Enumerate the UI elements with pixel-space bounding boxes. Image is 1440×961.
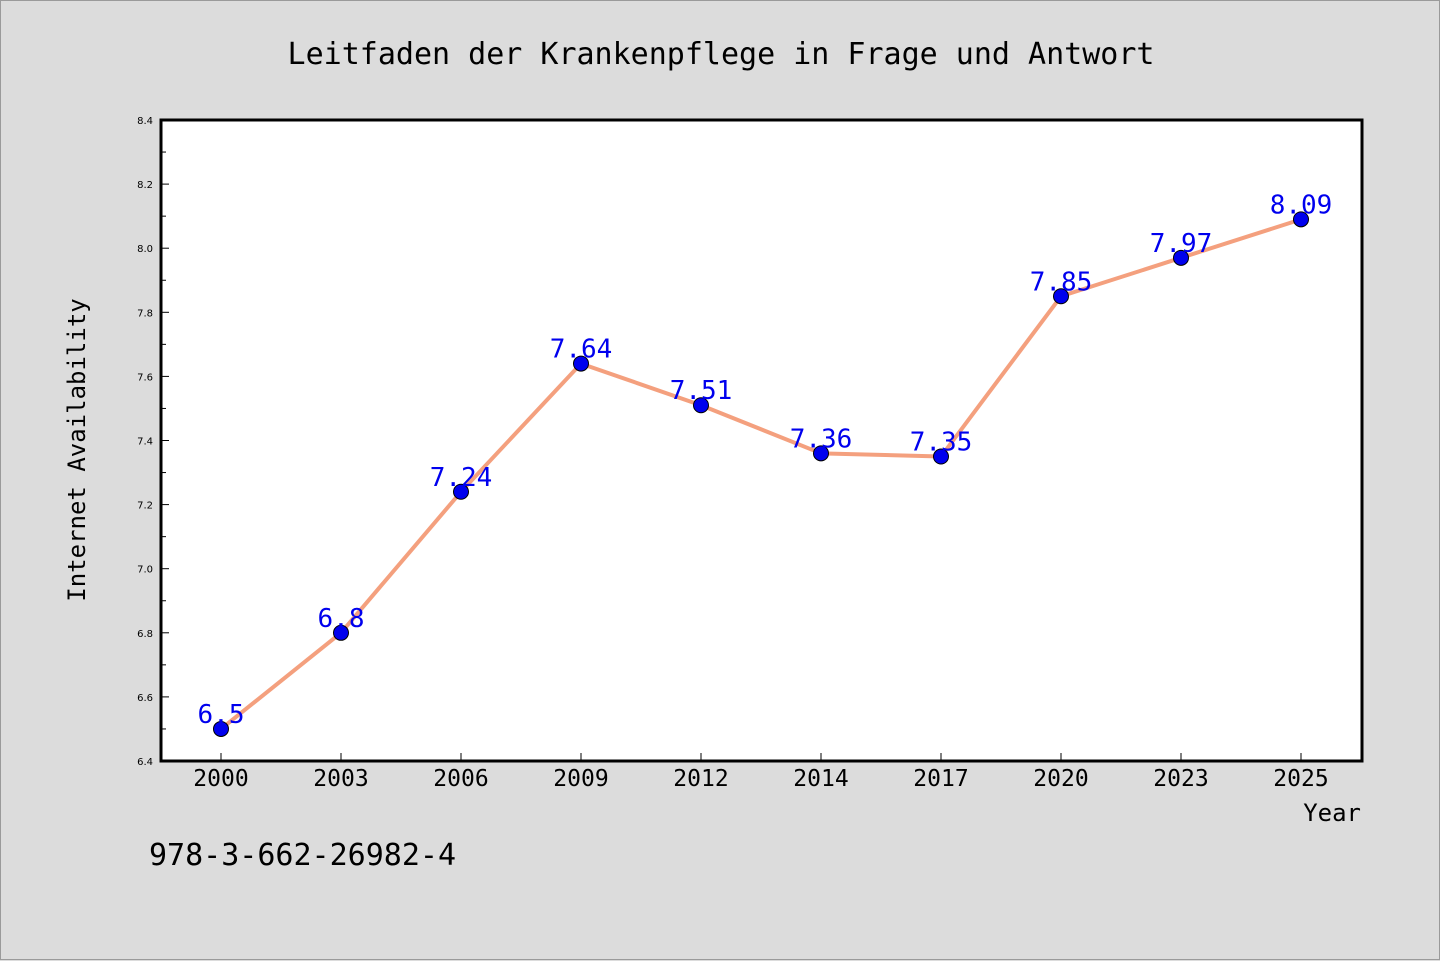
data-point-marker (933, 448, 949, 465)
data-label: 7.35 (910, 428, 973, 458)
x-tick-label: 2003 (313, 766, 368, 792)
y-tick-label: 7.4 (137, 437, 153, 448)
x-tick-label: 2014 (793, 766, 848, 792)
data-point-marker (693, 397, 709, 414)
x-tick-label: 2000 (193, 766, 248, 792)
y-tick-label: 7.2 (137, 501, 153, 512)
y-tick-label: 8.4 (137, 116, 153, 127)
data-point-marker (573, 355, 589, 372)
y-tick-label: 7.0 (137, 565, 153, 576)
data-label: 8.09 (1270, 190, 1333, 220)
y-tick-label: 7.6 (137, 372, 153, 383)
y-tick-label: 7.8 (137, 308, 153, 319)
data-point-marker (813, 445, 829, 462)
data-label: 7.36 (790, 424, 853, 454)
isbn-note: 978-3-662-26982-4 (149, 838, 456, 873)
data-point-marker (333, 624, 349, 641)
data-point-marker (453, 483, 469, 500)
data-point-marker (1053, 288, 1069, 305)
x-axis-title: Year (1303, 799, 1361, 827)
data-point-marker (213, 720, 229, 737)
plot-area (159, 118, 1364, 763)
data-label: 7.97 (1150, 229, 1213, 259)
data-label: 6.5 (198, 700, 245, 730)
data-labels-group: 6.5 6.8 7.24 7.64 7.51 7.36 7.35 7.85 7.97 8.09 (198, 190, 1333, 730)
data-point-marker (1293, 211, 1309, 228)
x-tick-label: 2023 (1153, 766, 1208, 792)
y-axis: 6.4 6.6 6.8 7.0 7.2 7.4 7.6 7.8 8.0 8.2 8.4 (137, 116, 169, 768)
y-tick-label: 8.2 (137, 180, 153, 191)
x-tick-label: 2025 (1273, 766, 1328, 792)
series-line-group (219, 217, 1303, 731)
y-tick-label: 6.4 (137, 757, 153, 768)
data-label: 7.85 (1030, 267, 1093, 297)
data-label: 6.8 (318, 604, 365, 634)
x-tick-label: 2017 (913, 766, 968, 792)
x-tick-label: 2006 (433, 766, 488, 792)
data-label: 7.24 (430, 463, 493, 493)
x-axis: 2000 2003 2006 2009 2012 2014 2017 2020 2023 2025 (193, 753, 1329, 792)
x-tick-label: 2009 (553, 766, 608, 792)
series-line (219, 217, 1303, 731)
x-tick-label: 2012 (673, 766, 728, 792)
y-tick-label: 6.6 (137, 693, 153, 704)
x-tick-label: 2020 (1033, 766, 1088, 792)
markers-group (213, 211, 1309, 737)
data-label: 7.51 (670, 376, 733, 406)
y-tick-label: 6.8 (137, 629, 153, 640)
data-point-marker (1173, 249, 1189, 266)
y-tick-label: 8.0 (137, 244, 153, 255)
chart-title: Leitfaden der Krankenpflege in Frage und… (288, 37, 1155, 72)
y-axis-title: Internet Availability (63, 298, 91, 601)
data-label: 7.64 (550, 335, 613, 365)
